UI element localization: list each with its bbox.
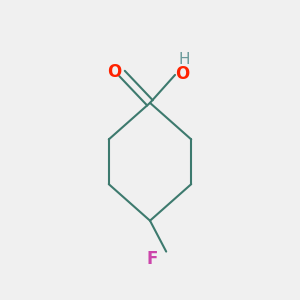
Text: F: F (146, 250, 158, 268)
Text: O: O (175, 65, 190, 83)
Text: H: H (178, 52, 190, 68)
Text: O: O (107, 63, 121, 81)
